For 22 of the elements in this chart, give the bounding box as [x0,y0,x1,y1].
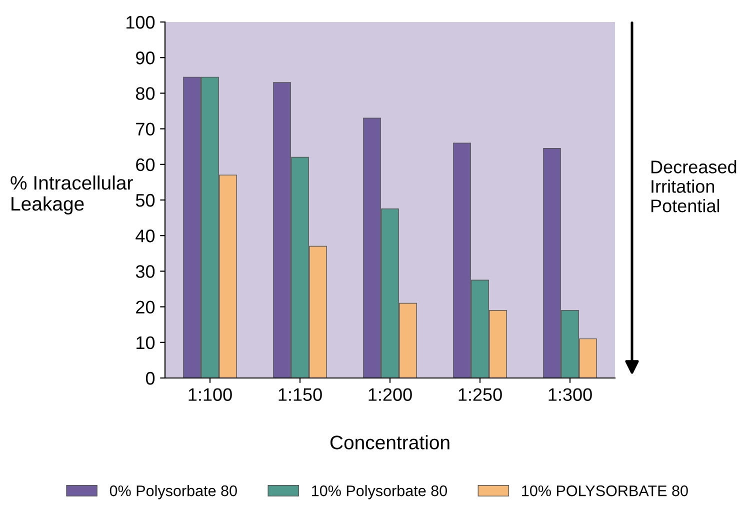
y-tick-label: 80 [136,87,155,100]
y-tick-label: 60 [136,158,155,172]
y-tick-label: 20 [136,300,155,314]
y-tick-label: 70 [136,122,155,136]
y-tick-label: 30 [136,265,155,278]
legend-label: 10% POLYSORBATE 80 [522,485,688,496]
y-tick-label: 10 [136,336,155,350]
y-tick-label: 40 [136,230,155,242]
x-axis-title: Concentration [330,435,450,450]
text: Decreased Irritation Potential [651,160,736,212]
y-axis-title: % Intracellular Leakage [10,175,133,215]
legend-label: 10% Polysorbate 80 [312,485,447,500]
x-tick-label: 1:150 [278,388,322,401]
y-tick-label: 50 [136,194,155,207]
y-tick-label: 0 [146,372,155,385]
x-tick-label: 1:250 [458,388,502,401]
y-tick-label: 90 [136,52,155,64]
x-tick-label: 1:100 [188,388,232,401]
x-tick-label: 1:200 [368,388,412,401]
x-tick-label: 1:300 [548,388,592,401]
legend-label: 0% Polysorbate 80 [110,485,237,500]
y-tick-label: 100 [126,16,155,29]
